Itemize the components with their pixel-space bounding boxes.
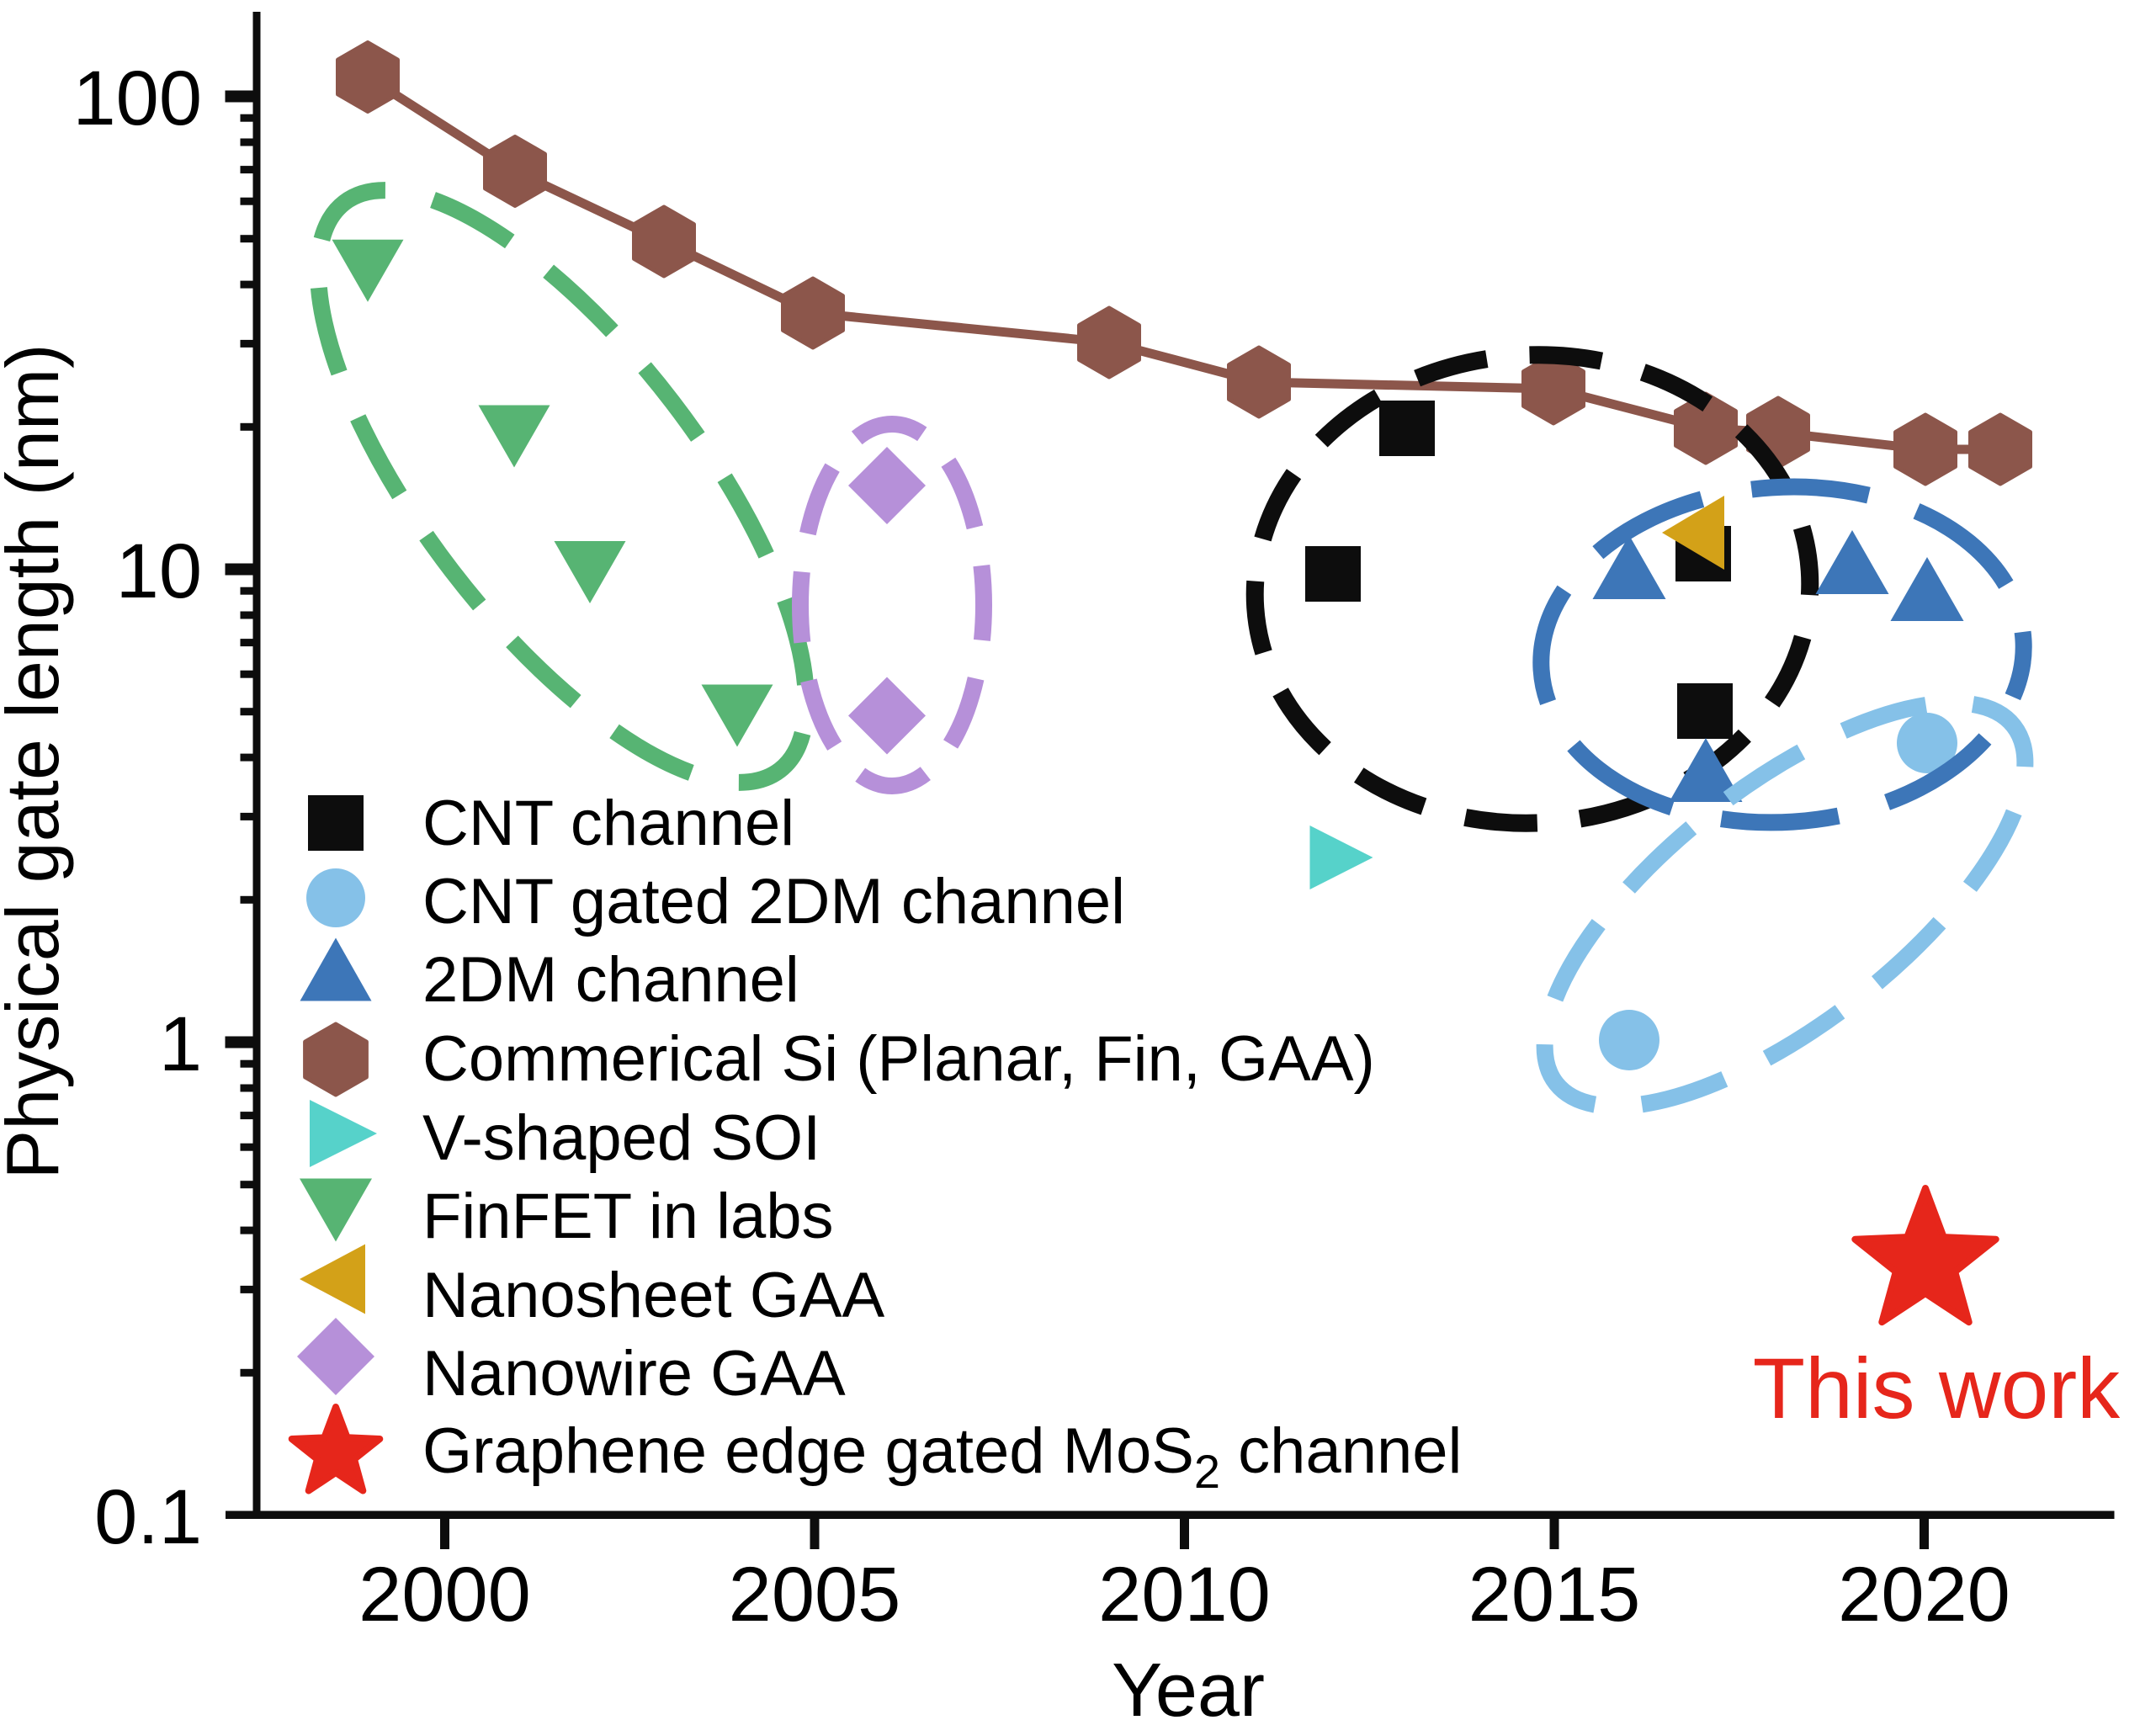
svg-text:This work: This work bbox=[1753, 1340, 2121, 1436]
svg-text:CNT channel: CNT channel bbox=[422, 788, 794, 859]
svg-text:1: 1 bbox=[159, 1001, 202, 1087]
svg-text:2DM channel: 2DM channel bbox=[422, 944, 799, 1016]
svg-text:Nanowire GAA: Nanowire GAA bbox=[422, 1338, 846, 1410]
svg-text:FinFET in labs: FinFET in labs bbox=[422, 1181, 834, 1252]
svg-text:Physical gate length (nm): Physical gate length (nm) bbox=[0, 344, 74, 1180]
svg-text:Nanosheet GAA: Nanosheet GAA bbox=[422, 1260, 885, 1331]
svg-text:V-shaped SOI: V-shaped SOI bbox=[422, 1102, 820, 1174]
svg-text:10: 10 bbox=[116, 528, 202, 614]
svg-text:2000: 2000 bbox=[358, 1552, 531, 1638]
svg-text:Commerical Si (Planar, Fin, GA: Commerical Si (Planar, Fin, GAA) bbox=[422, 1023, 1375, 1095]
svg-text:Year: Year bbox=[1112, 1648, 1265, 1733]
svg-text:100: 100 bbox=[73, 56, 203, 141]
svg-text:0.1: 0.1 bbox=[94, 1474, 202, 1560]
svg-text:2020: 2020 bbox=[1838, 1552, 2010, 1638]
svg-text:CNT gated 2DM channel: CNT gated 2DM channel bbox=[422, 866, 1125, 937]
svg-text:2010: 2010 bbox=[1098, 1552, 1271, 1638]
svg-text:2005: 2005 bbox=[729, 1552, 901, 1638]
svg-text:Graphene edge gated MoS2 chann: Graphene edge gated MoS2 channel bbox=[422, 1415, 1462, 1498]
svg-text:2015: 2015 bbox=[1468, 1552, 1641, 1638]
